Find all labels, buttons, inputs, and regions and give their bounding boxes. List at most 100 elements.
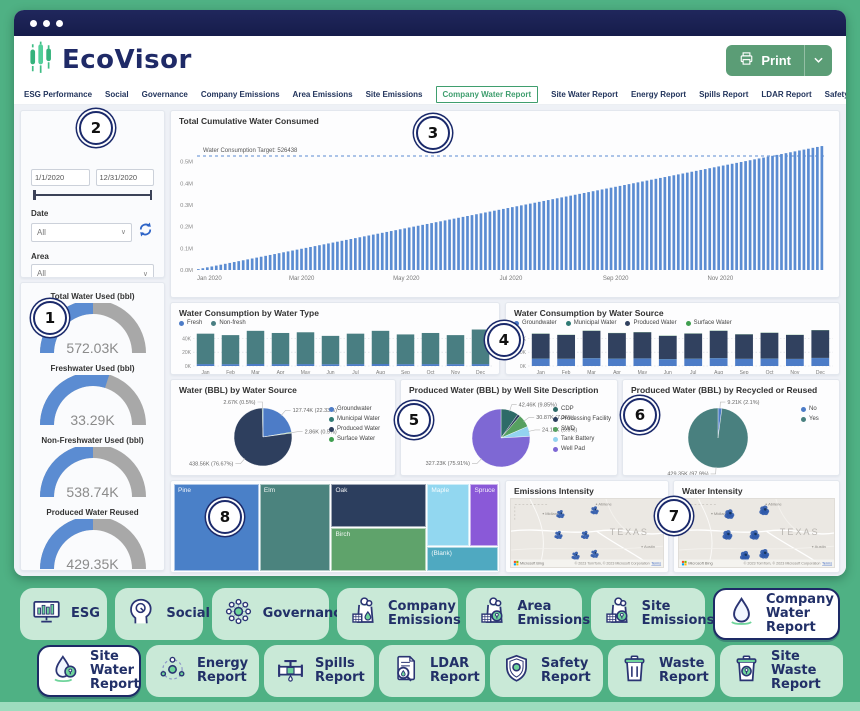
svg-text:127.74K (22.33%): 127.74K (22.33%) bbox=[293, 408, 338, 414]
svg-text:0.1M: 0.1M bbox=[180, 246, 193, 252]
chevron-down-icon: ∨ bbox=[120, 229, 126, 236]
date-filter-select[interactable]: All ∨ bbox=[31, 222, 132, 242]
treemap-tile-birch[interactable]: Birch bbox=[331, 527, 427, 571]
tab-site-emissions[interactable]: Site Emissions bbox=[365, 89, 423, 99]
nav-button-site-emissions[interactable]: Site Emissions bbox=[590, 588, 714, 640]
bottom-nav-row-1: ESG Social Governance Company Emissions Area… bbox=[20, 588, 840, 640]
pie1-chart[interactable]: 127.74K (22.33%) 2.86K (0.5%) 438.56K (76.… bbox=[171, 397, 395, 475]
nav-button-esg[interactable]: ESG bbox=[20, 588, 107, 640]
cumulative-water-chart[interactable]: 0.0M 0.1M 0.2M 0.3M 0.4M 0.5M Water Consumptio… bbox=[171, 128, 839, 297]
terms-link[interactable]: Terms bbox=[822, 562, 832, 566]
legend-dot-icon bbox=[329, 406, 334, 412]
card-title: Produced Water (BBL) by Well Site Descri… bbox=[409, 385, 599, 395]
legend-dot-icon bbox=[553, 436, 558, 442]
nav-button-energy-report[interactable]: Energy Report bbox=[146, 645, 259, 697]
nav-button-site-water-report[interactable]: Site Water Report bbox=[37, 645, 141, 697]
date-range-slider[interactable] bbox=[33, 190, 152, 200]
treemap-tile-oak[interactable]: Oak bbox=[331, 484, 427, 528]
window-dot-icon[interactable] bbox=[30, 19, 37, 27]
slider-track[interactable] bbox=[33, 194, 152, 196]
date-start-input[interactable]: 1/1/2020 bbox=[31, 169, 90, 186]
tab-ldar-report[interactable]: LDAR Report bbox=[761, 89, 812, 99]
bottom-nav-row-2: Site Water Report Energy Report Spills Rep… bbox=[37, 645, 843, 697]
treemap-tile-elm[interactable]: Elm bbox=[259, 484, 331, 571]
annotation-badge-2: 2 bbox=[79, 111, 113, 145]
print-dropdown-button[interactable] bbox=[804, 44, 832, 76]
social-icon bbox=[124, 594, 159, 633]
tab-company-water-report[interactable]: Company Water Report bbox=[435, 85, 539, 103]
svg-text:0K: 0K bbox=[520, 364, 527, 370]
area-filter-select[interactable]: All ∨ bbox=[31, 264, 154, 277]
tab-area-emissions[interactable]: Area Emissions bbox=[292, 89, 353, 99]
svg-text:9.21K (2.1%): 9.21K (2.1%) bbox=[727, 400, 759, 406]
date-end-input[interactable]: 12/31/2020 bbox=[95, 169, 154, 186]
card-title: Water Consumption by Water Type bbox=[179, 308, 319, 318]
legend-dot-icon bbox=[179, 320, 184, 326]
nav-button-site-waste-report[interactable]: Site Waste Report bbox=[720, 645, 843, 697]
tab-safety-report[interactable]: Safety Report bbox=[824, 89, 846, 99]
treemap-tile--blank-[interactable]: (Blank) bbox=[427, 546, 498, 571]
tab-social[interactable]: Social bbox=[105, 89, 129, 99]
nav-button-label: Site Waste Report bbox=[771, 648, 821, 693]
legend-dot-icon bbox=[553, 446, 558, 452]
svg-text:20K: 20K bbox=[182, 350, 192, 356]
window-dot-icon[interactable] bbox=[43, 19, 50, 27]
print-button[interactable]: Print bbox=[726, 45, 804, 76]
tab-governance[interactable]: Governance bbox=[141, 89, 188, 99]
tab-company-emissions[interactable]: Company Emissions bbox=[200, 89, 280, 99]
svg-text:Dec: Dec bbox=[476, 370, 485, 375]
treemap-tile-spruce[interactable]: Spruce bbox=[470, 484, 498, 547]
map-emissions[interactable]: TEXAS Midland Abilene Austin Microsoft Bing ©… bbox=[510, 498, 664, 568]
tab-spills-report[interactable]: Spills Report bbox=[699, 89, 749, 99]
nav-button-social[interactable]: Social bbox=[115, 588, 210, 640]
water-type-chart-card: Water Consumption by Water Type Fresh Non-… bbox=[170, 302, 500, 375]
legend-label: Well Pad bbox=[561, 446, 585, 452]
svg-text:438.56K (76.67%): 438.56K (76.67%) bbox=[189, 462, 234, 468]
legend-item-produced-water: Produced Water bbox=[625, 320, 677, 326]
nav-button-label: Governance bbox=[262, 605, 350, 621]
map-water[interactable]: TEXAS Midland Abilene Austin Microsoft Bing ©… bbox=[678, 498, 835, 568]
legend-dot-icon bbox=[801, 416, 806, 422]
print-split-button[interactable]: Print bbox=[726, 44, 832, 76]
window-dot-icon[interactable] bbox=[56, 19, 63, 27]
esg-icon bbox=[29, 594, 64, 633]
nav-button-waste-report[interactable]: Waste Report bbox=[608, 645, 715, 697]
recycled-pie-card: Produced Water (BBL) by Recycled or Reus… bbox=[622, 379, 840, 476]
bottom-strip bbox=[0, 702, 860, 711]
nav-button-label: Company Emissions bbox=[387, 598, 461, 628]
nav-button-safety-report[interactable]: Safety Report bbox=[490, 645, 603, 697]
svg-text:Microsoft Bing: Microsoft Bing bbox=[520, 562, 544, 566]
nav-button-ldar-report[interactable]: LDAR Report bbox=[379, 645, 485, 697]
nav-button-area-emissions[interactable]: Area Emissions bbox=[466, 588, 590, 640]
gauge-produced-water-reused[interactable]: Produced Water Reused 429.35K bbox=[21, 508, 164, 570]
watersource-chart[interactable]: 40K 20K 0K Jan Feb Mar Apr May Jun Jul Aug Sep Oct No… bbox=[506, 326, 839, 375]
svg-text:Oct: Oct bbox=[766, 370, 774, 375]
watertype-chart[interactable]: 40K 20K 0K Jan Feb Mar Apr May Jun Jul Aug Sep Oct No… bbox=[171, 326, 499, 375]
legend-dot-icon bbox=[553, 426, 558, 432]
terms-link[interactable]: Terms bbox=[651, 562, 661, 566]
gauge-arc bbox=[35, 444, 151, 499]
nav-button-governance[interactable]: Governance bbox=[211, 588, 350, 640]
slider-handle-right[interactable] bbox=[149, 190, 152, 200]
svg-text:Nov: Nov bbox=[790, 370, 799, 375]
annotation-badge-5: 5 bbox=[397, 403, 431, 437]
legend-item-yes: Yes bbox=[801, 416, 819, 422]
nav-button-company-emissions[interactable]: Company Emissions bbox=[336, 588, 461, 640]
gauge-freshwater-used-bbl-[interactable]: Freshwater Used (bbl) 33.29K bbox=[21, 364, 164, 428]
energy-report-icon bbox=[155, 651, 190, 690]
pie3-chart[interactable]: 9.21K (2.1%) 429.35K (97.9%) bbox=[623, 397, 839, 475]
tab-site-water-report[interactable]: Site Water Report bbox=[551, 89, 618, 99]
legend-item-groundwater: Groundwater bbox=[514, 320, 557, 326]
gauge-non-freshwater-used-bbl-[interactable]: Non-Freshwater Used (bbl) 538.74K bbox=[21, 436, 164, 500]
nav-button-label: Site Emissions bbox=[641, 598, 715, 628]
slider-handle-left[interactable] bbox=[33, 190, 36, 200]
tab-esg-performance[interactable]: ESG Performance bbox=[24, 89, 93, 99]
window-titlebar bbox=[14, 10, 846, 36]
svg-text:Jul 2020: Jul 2020 bbox=[500, 276, 523, 282]
nav-button-company-water-report[interactable]: Company Water Report bbox=[712, 588, 840, 640]
chart-legend: CDP Processing Facility SWD Tank Battery Wel… bbox=[553, 406, 611, 452]
nav-button-spills-report[interactable]: Spills Report bbox=[264, 645, 374, 697]
tab-energy-report[interactable]: Energy Report bbox=[630, 89, 687, 99]
treemap-tile-maple[interactable]: Maple bbox=[427, 484, 470, 547]
refresh-icon[interactable] bbox=[137, 221, 154, 243]
